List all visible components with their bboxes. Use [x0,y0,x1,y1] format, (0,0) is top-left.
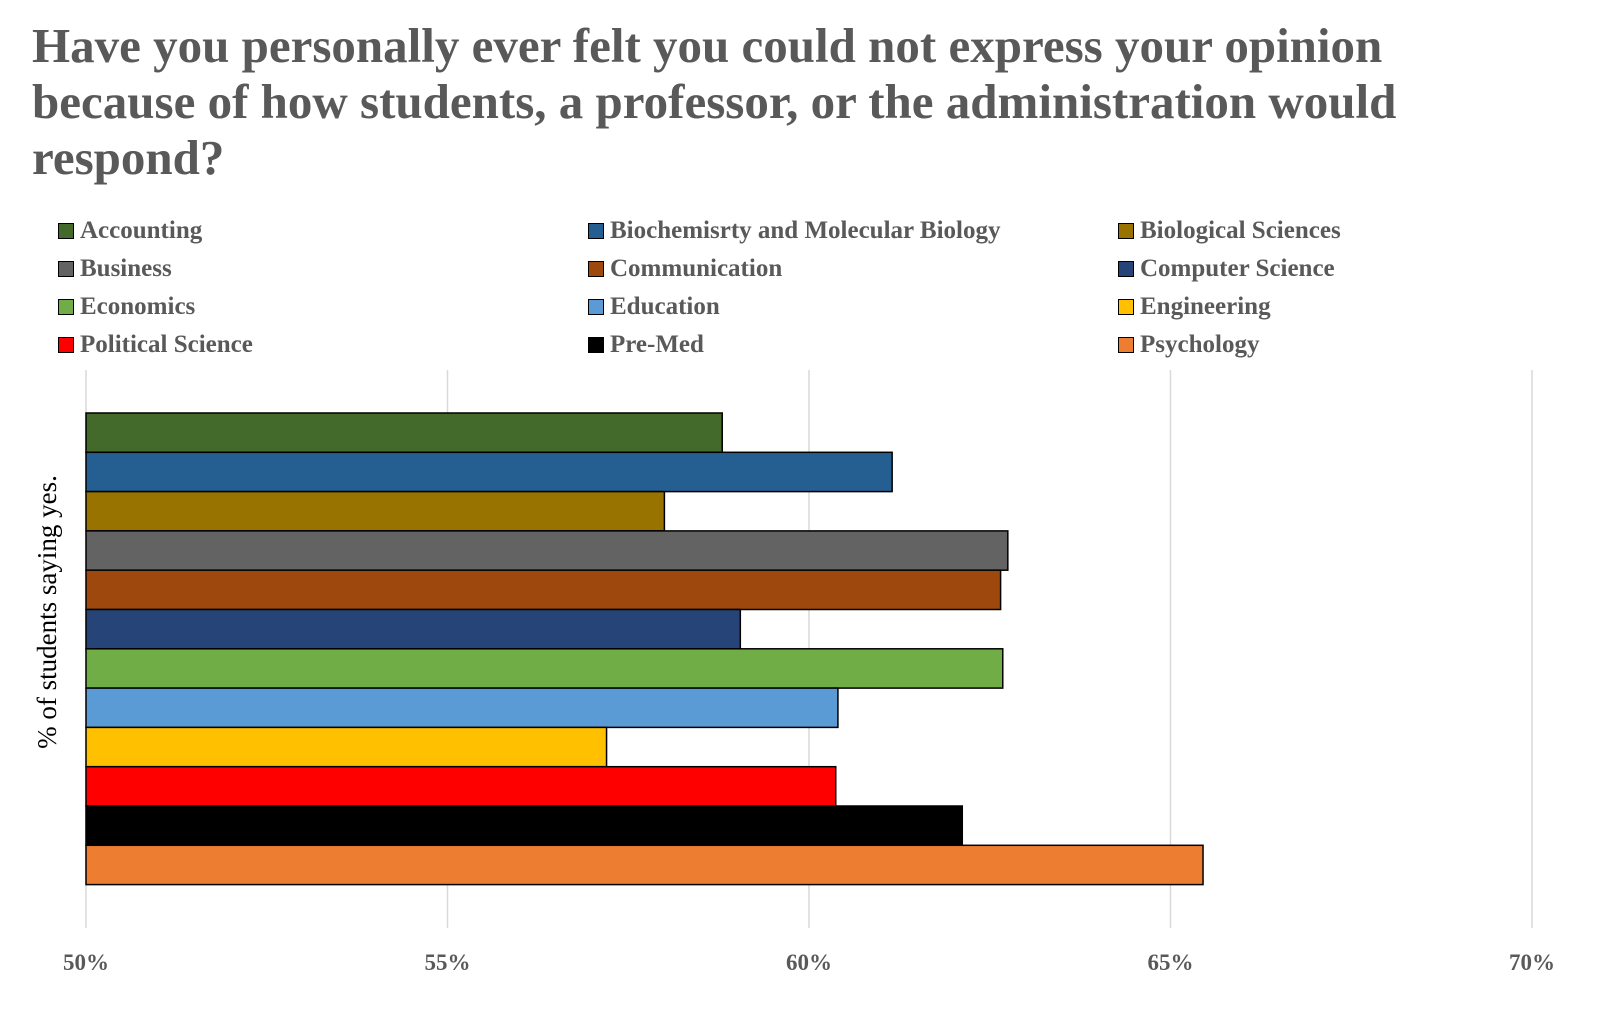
legend-swatch [1118,261,1134,277]
legend-item: Engineering [1118,288,1558,326]
legend-item: Biochemisrty and Molecular Biology [588,212,1118,250]
legend-swatch [58,299,74,315]
x-tick-label: 55% [425,950,471,975]
legend-label: Political Science [80,331,253,358]
legend-swatch [588,337,604,353]
legend-item: Political Science [58,326,588,364]
bar-education [85,687,839,729]
bar-business [85,530,1009,571]
bar-economics [85,648,1004,689]
legend-label: Business [80,255,172,282]
bar-accounting [85,412,723,454]
legend-swatch [1118,337,1134,353]
legend-label: Communication [610,255,783,282]
x-tick-label: 70% [1509,950,1555,975]
legend-label: Engineering [1140,293,1271,320]
x-tick-label: 60% [786,950,832,975]
legend-item: Business [58,250,588,288]
legend-item: Psychology [1118,326,1558,364]
bar-engineering [85,726,608,768]
legend-swatch [588,299,604,315]
bar-political-science [85,765,837,807]
legend-label: Computer Science [1140,255,1335,282]
legend-item: Biological Sciences [1118,212,1558,250]
legend-label: Biochemisrty and Molecular Biology [610,217,1001,244]
bar-computer-science [85,608,742,650]
legend-swatch [588,261,604,277]
x-tick-label: 50% [63,950,109,975]
bar-psychology [85,844,1204,886]
bar-biochemisrty-and-molecular-biology [85,451,893,493]
legend-label: Accounting [80,217,203,244]
legend-item: Pre-Med [588,326,1118,364]
legend-swatch [58,261,74,277]
legend-label: Pre-Med [610,331,704,358]
legend-item: Accounting [58,212,588,250]
legend-label: Economics [80,293,196,320]
legend-item: Education [588,288,1118,326]
x-tick-label: 65% [1148,950,1194,975]
legend-swatch [1118,299,1134,315]
y-axis-label: % of students saying yes. [32,475,62,749]
bar-communication [85,569,1002,611]
chart-title: Have you personally ever felt you could … [32,18,1397,185]
legend-swatch [58,223,74,239]
legend-item: Computer Science [1118,250,1558,288]
bar-pre-med [85,805,964,847]
legend-label: Education [610,293,720,320]
legend-label: Psychology [1140,331,1260,358]
legend-item: Communication [588,250,1118,288]
legend-swatch [588,223,604,239]
legend: Accounting Biochemisrty and Molecular Bio… [58,212,1558,364]
legend-label: Biological Sciences [1140,217,1341,244]
legend-item: Economics [58,288,588,326]
bar-biological-sciences [85,490,666,532]
legend-swatch [58,337,74,353]
legend-swatch [1118,223,1134,239]
